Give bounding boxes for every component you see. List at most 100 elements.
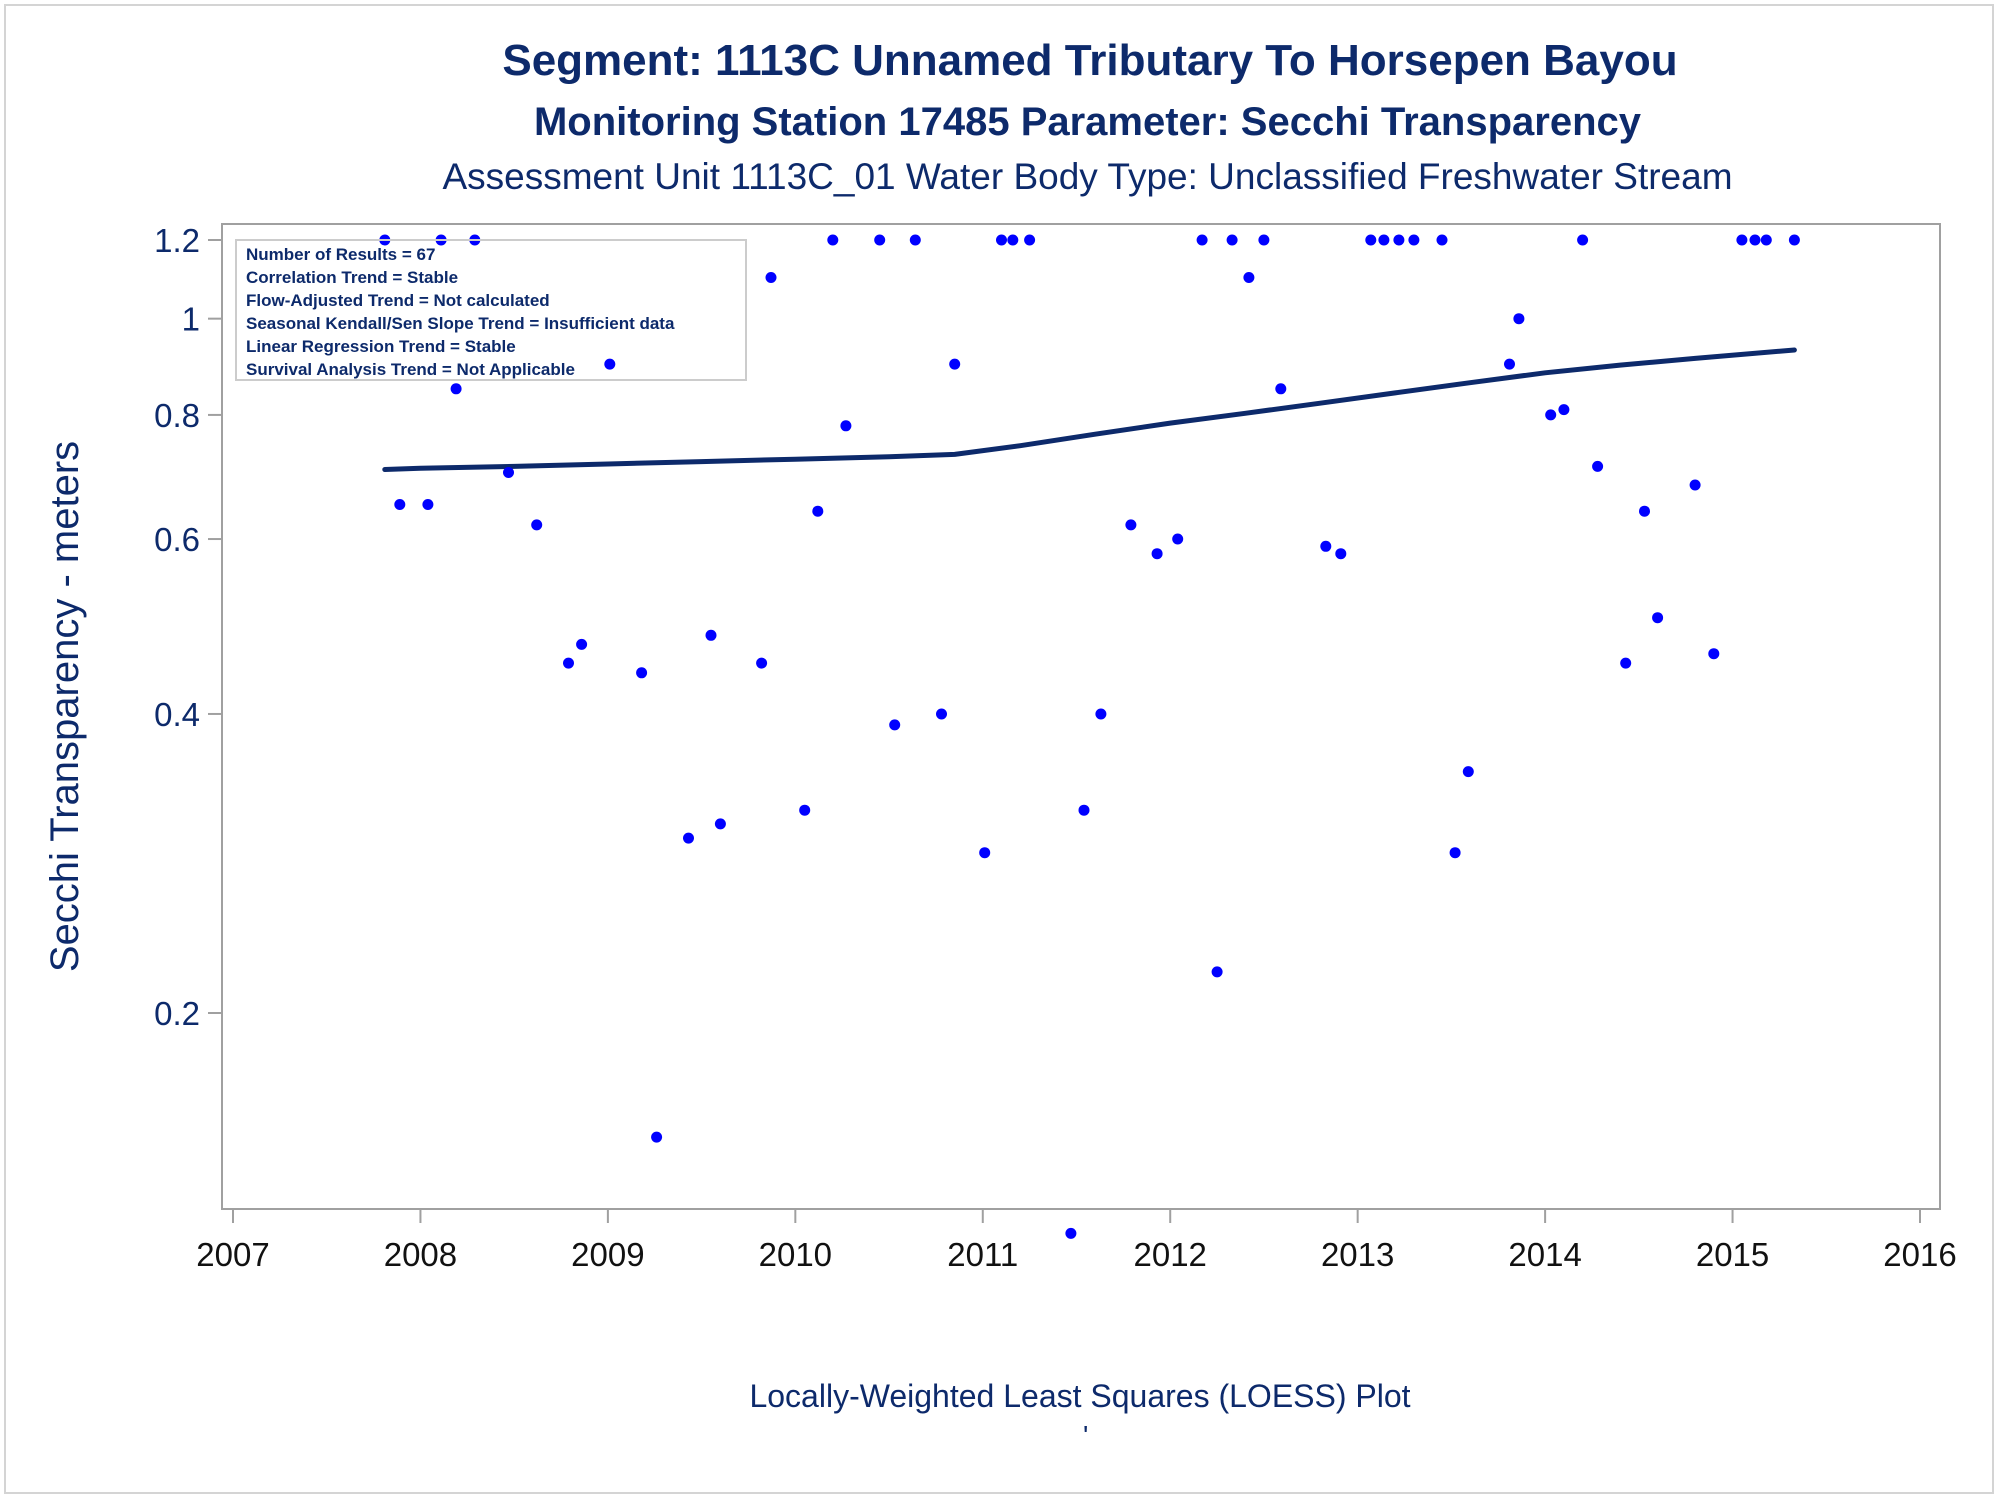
- y-axis-label: Secchi Transparency - meters: [43, 441, 87, 972]
- data-point: [1577, 234, 1589, 246]
- data-point: [949, 358, 961, 370]
- data-point: [1736, 234, 1748, 246]
- stats-line-correlation: Correlation Trend = Stable: [246, 268, 458, 287]
- loess-line: [382, 347, 1797, 472]
- data-point: [1749, 234, 1761, 246]
- x-tick-label: 2016: [1883, 1236, 1956, 1273]
- data-point: [503, 467, 514, 478]
- data-point: [394, 499, 406, 510]
- data-point: [1393, 234, 1405, 246]
- data-point: [1378, 234, 1390, 246]
- data-point: [1226, 234, 1238, 246]
- data-point: [1196, 234, 1208, 246]
- stats-line-linear-regression: Linear Regression Trend = Stable: [246, 337, 516, 356]
- data-point: [1095, 708, 1107, 720]
- y-tick-label: 0.2: [154, 995, 200, 1032]
- data-point: [799, 804, 811, 816]
- data-point: [1125, 519, 1137, 531]
- data-point: [422, 499, 434, 510]
- data-point: [1408, 234, 1420, 246]
- y-tick-label: 0.6: [154, 521, 200, 558]
- y-tick-label: 1.2: [154, 222, 200, 259]
- data-point: [1558, 404, 1570, 416]
- x-tick-label: 2013: [1321, 1236, 1394, 1273]
- data-point: [1172, 533, 1184, 545]
- data-point: [765, 272, 777, 283]
- data-point: [1151, 548, 1163, 560]
- data-point: [1078, 804, 1090, 816]
- x-tick-label: 2015: [1696, 1236, 1769, 1273]
- data-point: [604, 358, 616, 370]
- data-point: [1436, 234, 1448, 246]
- x-tick-label: 2008: [384, 1236, 457, 1273]
- data-point: [714, 818, 726, 830]
- data-point: [1024, 234, 1036, 246]
- data-point: [531, 519, 543, 531]
- data-point: [756, 657, 768, 669]
- x-tick-label: 2011: [947, 1236, 1018, 1273]
- data-point: [683, 832, 694, 844]
- x-tick-label: 2010: [759, 1236, 832, 1273]
- x-tick-label: 2007: [196, 1236, 269, 1273]
- plot-area: [221, 223, 1941, 1210]
- data-point: [1592, 460, 1604, 472]
- data-point: [1275, 383, 1287, 395]
- data-point: [1708, 648, 1720, 660]
- data-point: [827, 234, 839, 246]
- data-point: [909, 234, 921, 246]
- data-point: [1788, 234, 1800, 246]
- data-point: [979, 847, 991, 859]
- data-point: [996, 234, 1007, 246]
- chart-subtitle-secondary: Assessment Unit 1113C_01 Water Body Type…: [442, 156, 1733, 197]
- x-axis: 2007 2008 2009 2010 2011 2012 2013 2014 2015 2016: [196, 1209, 1957, 1273]
- data-point: [1243, 272, 1255, 283]
- data-point: [1689, 479, 1701, 491]
- x-tick-label: 2014: [1508, 1236, 1581, 1273]
- footer-caption: Locally-Weighted Least Squares (LOESS) P…: [749, 1378, 1411, 1414]
- data-points: [379, 234, 1800, 1239]
- data-point: [1258, 234, 1270, 246]
- chart-title: Segment: 1113C Unnamed Tributary To Hors…: [502, 36, 1678, 85]
- data-point: [1065, 1227, 1077, 1239]
- data-point: [812, 505, 824, 517]
- y-tick-label: 0.8: [154, 397, 200, 434]
- data-point: [889, 719, 901, 731]
- chart-subtitle: Monitoring Station 17485 Parameter: Secc…: [533, 100, 1642, 144]
- data-point: [1320, 540, 1332, 552]
- data-point: [874, 234, 886, 246]
- data-point: [840, 420, 852, 432]
- data-point: [1462, 766, 1474, 778]
- data-point: [1504, 358, 1515, 370]
- data-point: [1620, 657, 1632, 669]
- stats-box-border: [235, 239, 747, 381]
- y-tick-label: 1: [182, 301, 200, 338]
- data-point: [1545, 409, 1557, 421]
- stats-line-results: Number of Results = 67: [246, 245, 435, 264]
- data-point: [1211, 966, 1223, 978]
- data-point: [1365, 234, 1377, 246]
- data-point: [651, 1131, 663, 1143]
- data-point: [705, 629, 717, 641]
- y-tick-label: 0.4: [154, 696, 200, 733]
- data-point: [1760, 234, 1772, 246]
- chart-frame: [4, 4, 1994, 1494]
- y-axis: 0.2 0.4 0.6 0.8 1 1.2: [154, 222, 222, 1032]
- stats-line-flow-adjusted: Flow-Adjusted Trend = Not calculated: [246, 291, 550, 310]
- data-point: [1639, 505, 1650, 517]
- x-tick-label: 2009: [571, 1236, 644, 1273]
- footer-mark: ': [1083, 1420, 1089, 1451]
- stats-line-survival-analysis: Survival Analysis Trend = Not Applicable: [246, 360, 575, 379]
- data-point: [1513, 313, 1525, 325]
- data-point: [1652, 612, 1664, 624]
- stats-line-seasonal-kendall: Seasonal Kendall/Sen Slope Trend = Insuf…: [246, 314, 675, 333]
- data-point: [450, 383, 462, 395]
- stats-box: Number of Results = 67 Correlation Trend…: [235, 239, 747, 381]
- x-tick-label: 2012: [1134, 1236, 1207, 1273]
- data-point: [1007, 234, 1019, 246]
- data-point: [1335, 548, 1347, 560]
- data-point: [563, 657, 574, 669]
- data-point: [636, 667, 648, 679]
- data-point: [936, 708, 947, 720]
- data-point: [576, 638, 588, 650]
